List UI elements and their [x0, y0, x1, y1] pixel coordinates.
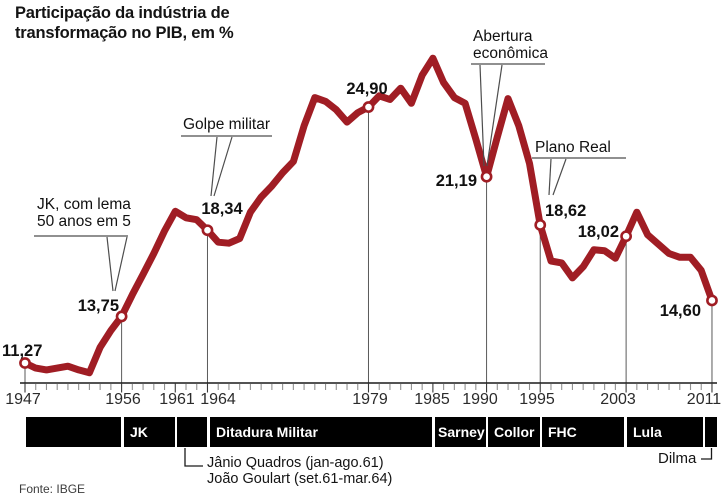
year-label-1961: 1961: [159, 391, 195, 408]
value-label-2011: 14,60: [660, 302, 701, 320]
annotation-leader-plano-1: [552, 158, 567, 196]
timeline-bar-jk: JK: [124, 417, 175, 447]
dilma-label: Dilma: [658, 450, 697, 467]
annotation-leader-golpe-0: [210, 136, 218, 197]
janio-goulart-note: Jânio Quadros (jan-ago.61) João Goulart …: [207, 455, 392, 487]
value-label-1956: 13,75: [78, 297, 119, 315]
data-point-marker-2003: [620, 230, 633, 243]
timeline-bar-sarney: Sarney: [435, 417, 486, 447]
data-point-marker-2011: [706, 294, 718, 307]
annotation-text-jk: 50 anos em 5: [37, 213, 131, 230]
annotation-leader-jk-1: [114, 236, 128, 292]
chart-title: Participação da indústria de transformaç…: [15, 4, 234, 42]
annotation-text-plano: Plano Real: [535, 139, 611, 156]
data-point-marker-1956: [115, 310, 128, 323]
annotation-leader-jk-0: [106, 236, 114, 292]
year-label-1995: 1995: [519, 391, 555, 408]
janio-note-line: Jânio Quadros (jan-ago.61): [207, 455, 384, 471]
year-label-1985: 1985: [414, 391, 450, 408]
year-label-1964: 1964: [200, 391, 236, 408]
annotation-leader-golpe-1: [213, 136, 233, 197]
timeline-bar-fhc: FHC: [542, 417, 624, 447]
goulart-note-line: João Goulart (set.61-mar.64): [207, 471, 393, 487]
annotation-text-jk: JK, com lema: [37, 196, 131, 213]
data-point-marker-1964: [201, 224, 214, 237]
value-label-2003: 18,02: [578, 223, 619, 241]
dilma-note-connector: [701, 448, 713, 460]
year-label-1990: 1990: [462, 391, 498, 408]
annotation-text-abertura: Abertura: [473, 28, 533, 45]
value-label-1990: 21,19: [436, 172, 477, 190]
data-point-marker-1990: [480, 170, 493, 183]
annotation-leader-abertura-1: [486, 64, 503, 167]
annotation-text-golpe: Golpe militar: [183, 116, 270, 133]
year-label-1947: 1947: [5, 391, 41, 408]
value-label-1995: 18,62: [545, 202, 586, 220]
timeline-bar-lula: Lula: [627, 417, 703, 447]
value-label-1979: 24,90: [346, 80, 387, 98]
year-label-2011: 2011: [687, 391, 722, 408]
data-point-marker-1979: [362, 101, 375, 113]
timeline-bar-1961: [177, 417, 207, 447]
value-label-1947: 11,27: [2, 342, 42, 360]
janio-note-connector: [184, 448, 203, 467]
timeline-bar-2011: [705, 417, 717, 447]
value-label-1964: 18,34: [201, 200, 243, 218]
timeline-bar-ditadura-militar: Ditadura Militar: [210, 417, 432, 447]
annotation-leader-plano-0: [548, 158, 552, 196]
data-point-marker-1947: [19, 357, 31, 369]
year-label-1956: 1956: [105, 391, 141, 408]
year-label-1979: 1979: [352, 391, 388, 408]
data-point-marker-1995: [534, 219, 547, 231]
timeline-bar-collor: Collor: [488, 417, 540, 447]
timeline-bar-1947: [26, 417, 121, 447]
annotation-leader-abertura-0: [479, 64, 485, 167]
source-credit: Fonte: IBGE: [19, 482, 86, 496]
annotation-text-abertura: econômica: [473, 45, 548, 62]
year-label-2003: 2003: [600, 391, 636, 408]
